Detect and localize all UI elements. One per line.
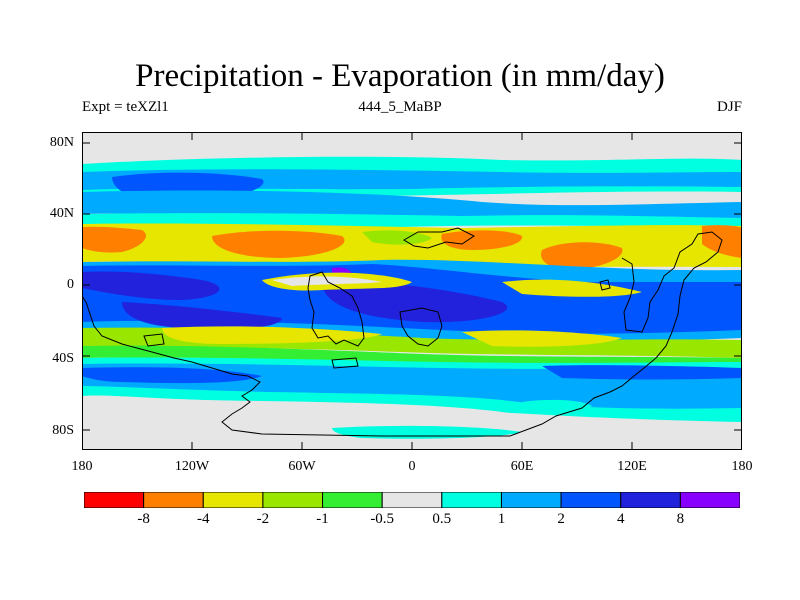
- tick-marks: [82, 132, 742, 450]
- contour-n-subtropic-orange-asia: [541, 242, 623, 270]
- contour-antarctic-cyan-2: [522, 399, 592, 412]
- contour-n-subtropic-orange-atlantic: [441, 230, 523, 250]
- map-plot: [82, 132, 742, 450]
- colorbar-label: 0.5: [432, 511, 452, 527]
- experiment-label: Expt = teXZl1: [82, 99, 169, 115]
- colorbar-swatch: [262, 492, 324, 508]
- x-tick-label-120w: 120W: [174, 459, 210, 474]
- period-label: 444_5_MaBP: [358, 99, 442, 115]
- colorbar-label: -2: [256, 511, 270, 527]
- y-tick-label-40s: 40S: [52, 351, 74, 366]
- coastline-east-asia: [82, 231, 723, 437]
- x-tick-label-0: 0: [408, 459, 416, 474]
- colorbar-swatch: [322, 492, 383, 508]
- contour-s-subtropic-yellow: [162, 326, 382, 344]
- contour-s-subtropic-yellow-2: [462, 330, 622, 347]
- coastline-island-east: [599, 279, 611, 291]
- chart-title: Precipitation - Evaporation (in mm/day): [135, 58, 665, 94]
- colorbar-swatch: [143, 492, 204, 508]
- x-tick-label-120e: 120E: [617, 459, 647, 474]
- y-tick-label-40n: 40N: [49, 206, 74, 221]
- colorbar-swatch: [441, 492, 502, 508]
- y-tick-label-80n: 80N: [49, 135, 74, 150]
- colorbar: [84, 492, 740, 508]
- colorbar-label: -4: [197, 511, 210, 527]
- y-tick-label-0: 0: [67, 277, 74, 292]
- coastline-island-mid: [331, 357, 359, 369]
- coastline-island-west: [143, 333, 165, 347]
- colorbar-label: -1: [316, 511, 329, 527]
- colorbar-swatch: [500, 492, 562, 508]
- y-tick-label-80s: 80S: [52, 423, 74, 438]
- colorbar-swatch: [202, 492, 264, 508]
- colorbar-swatch: [679, 492, 740, 508]
- coastline-south-america: [307, 271, 365, 347]
- contour-eq-dry-tongue-east: [502, 279, 642, 297]
- contour-eq-darkblue-2: [322, 281, 508, 323]
- colorbar-label: -0.5: [370, 511, 395, 527]
- coastline-north-pangea: [403, 227, 475, 249]
- coastlines: [82, 227, 723, 437]
- contour-s-storm-blue-2: [542, 365, 742, 380]
- contour-eq-darkblue-3: [122, 302, 282, 330]
- colorbar-swatch: [84, 492, 145, 508]
- x-tick-label-180w: 180: [71, 459, 93, 474]
- colorbar-swatch: [620, 492, 681, 508]
- contour-n-subtropic-orange-pacific: [212, 230, 345, 258]
- contour-antarctic-grey: [82, 396, 742, 450]
- colorbar-swatch: [381, 492, 443, 508]
- x-tick-label-180e: 180: [731, 459, 753, 474]
- contour-s-storm-blue: [82, 367, 262, 384]
- contour-eq-darkblue: [82, 271, 220, 300]
- colorbar-label: 8: [676, 511, 685, 527]
- contour-n-subtropic-orange-east: [702, 225, 742, 258]
- contour-n-subtropic-orange-west: [82, 226, 146, 253]
- coastline-africa: [399, 307, 443, 347]
- colorbar-label: 2: [557, 511, 565, 527]
- colorbar-label: 1: [497, 511, 506, 527]
- colorbar-label: 4: [616, 511, 625, 527]
- colorbar-swatch: [560, 492, 622, 508]
- colorbar-label: -8: [137, 511, 150, 527]
- x-tick-label-60e: 60E: [510, 459, 534, 474]
- x-tick-label-60w: 60W: [288, 459, 316, 474]
- contour-n-midlat-lightblue: [82, 190, 742, 220]
- contour-s-lightgreen: [82, 345, 742, 364]
- season-label: DJF: [716, 99, 742, 115]
